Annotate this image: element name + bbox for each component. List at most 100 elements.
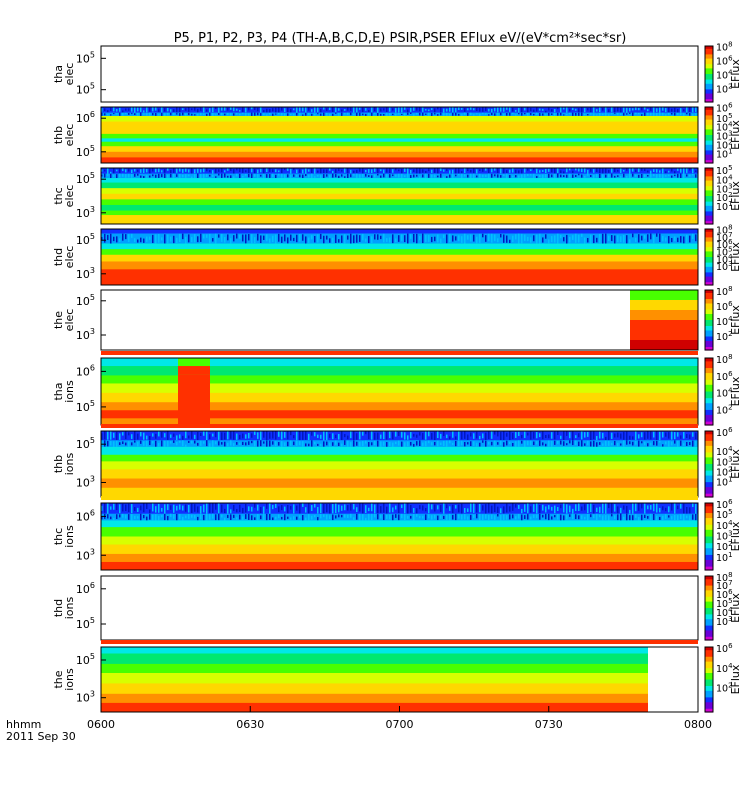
colorbar-step [705, 548, 713, 551]
colorbar-step [705, 612, 713, 615]
spectrogram-spike [407, 441, 409, 447]
spectrogram-spike [200, 506, 202, 514]
spectrogram-spike [299, 169, 301, 173]
spectrogram-spike [506, 173, 508, 178]
spectrogram-spike [311, 168, 313, 174]
colorbar-step [705, 707, 713, 710]
spectrogram-band [101, 115, 698, 123]
spectrogram-spike [488, 503, 490, 513]
spectrogram-spike [227, 175, 229, 178]
spectrogram-spike [302, 234, 304, 241]
panel-label-probe: thb [52, 126, 65, 144]
spectrogram-spike [482, 107, 484, 112]
spectrogram-spike [473, 234, 475, 242]
spectrogram-spike [575, 174, 577, 177]
spectrogram-spike [365, 517, 367, 521]
spectrogram-spike [611, 168, 613, 173]
spectrogram-spike [152, 234, 154, 244]
spectrogram-spike [380, 113, 382, 116]
spectrogram-spike [179, 233, 181, 243]
colorbar-step [705, 308, 713, 311]
spectrogram-spike [524, 515, 526, 519]
spectrogram-spike [389, 113, 391, 116]
spectrogram-spike [632, 173, 634, 177]
spectrogram-spike [110, 114, 112, 116]
x-tick-label: 0730 [535, 718, 563, 731]
spectrogram-spike [644, 174, 646, 178]
spectrogram-spike [266, 168, 268, 173]
spectrogram-spike [593, 113, 595, 116]
spectrogram-spike [230, 440, 232, 446]
spectrogram-spike [551, 236, 553, 243]
spectrogram-spike [143, 168, 145, 173]
spectrogram-spike [641, 173, 643, 178]
spectrogram-spike [686, 234, 688, 244]
spectrogram-spike [167, 440, 169, 447]
spectrogram-spike [137, 239, 139, 243]
spectrogram-spike [197, 442, 199, 446]
panel-frame [100, 167, 699, 225]
colorbar-step [705, 282, 713, 285]
panel-label-species: ions [63, 380, 76, 403]
spectrogram-spike [464, 507, 466, 513]
colorbar-step [705, 137, 713, 140]
spectrogram-spike [266, 174, 268, 178]
spectrogram-spike [689, 235, 691, 243]
spectrogram-spike [149, 509, 151, 514]
spectrogram-spike [545, 174, 547, 178]
colorbar-title: EFlux [729, 376, 742, 406]
spectrogram-spike [383, 514, 385, 521]
spectrogram-spike [368, 507, 370, 512]
spectrogram-spike [215, 441, 217, 445]
spectrogram-spike [203, 168, 205, 173]
colorbar-step [705, 122, 713, 125]
spectrogram-spike [515, 175, 517, 178]
spectrogram-spike [608, 431, 610, 441]
y-tick-label: 103 [76, 474, 95, 489]
spectrogram-spike [581, 440, 583, 447]
spectrogram-spike [683, 168, 685, 174]
spectrogram-spike [146, 236, 148, 242]
spectrogram-spike [686, 441, 688, 447]
colorbar-step [705, 689, 713, 692]
spectrogram-spike [143, 113, 145, 115]
spectrogram-spike [509, 506, 511, 512]
spectrogram-spike [341, 112, 343, 116]
spectrogram-spike [494, 107, 496, 112]
colorbar-step [705, 556, 713, 559]
spectrogram-spike [419, 236, 421, 241]
spectrogram-spike [383, 114, 385, 116]
spectrogram-spike [623, 440, 625, 447]
spectrogram-spike [671, 175, 673, 178]
spectrogram-spike [344, 440, 346, 445]
spectrogram-spike [194, 515, 196, 519]
spectrogram-spike [572, 170, 574, 174]
spectrogram-spike [674, 503, 676, 514]
spectrogram-spike [500, 107, 502, 112]
spectrogram-spike [590, 441, 592, 447]
spectrogram-spike [245, 442, 247, 446]
spectrogram-spike [542, 514, 544, 518]
colorbar-step [705, 107, 713, 109]
spectrogram-spike [512, 443, 514, 447]
spectrogram-spike [593, 169, 595, 173]
spectrogram-spike [671, 237, 673, 243]
spectrogram-spike [251, 440, 253, 444]
colorbar-step [705, 593, 713, 596]
spectrogram-spike [140, 513, 142, 521]
spectrogram-spike [251, 168, 253, 173]
spectrogram-spike [596, 168, 598, 173]
spectrogram-spike [392, 113, 394, 116]
spectrogram-spike [629, 515, 631, 521]
spectrogram-spike [407, 109, 409, 113]
spectrogram-spike [320, 113, 322, 116]
colorbar-step [705, 347, 713, 350]
spectrogram-spike [155, 113, 157, 116]
spectrogram-spike [326, 174, 328, 177]
spectrogram-spike [101, 169, 103, 172]
spectrogram-spike [605, 440, 607, 447]
spectrogram-spike [146, 435, 148, 440]
spectrogram-spike [464, 441, 466, 447]
spectrogram-spike [554, 173, 556, 179]
spectrogram-spike [659, 233, 661, 243]
